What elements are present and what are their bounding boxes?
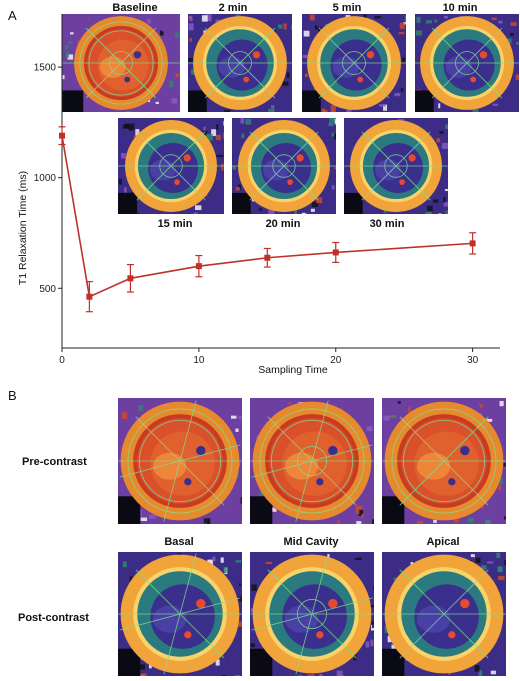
mri-5min [302, 14, 406, 112]
label-10min: 10 min [442, 2, 478, 14]
y-axis-label: T1 Relaxation Time (ms) [17, 170, 29, 286]
label-20min: 20 min [265, 218, 301, 230]
panel-a-letter: A [8, 8, 17, 23]
data-point [332, 249, 339, 256]
x-tick-label: 20 [330, 355, 342, 366]
label-30min: 30 min [369, 218, 405, 230]
label-apical: Apical [426, 536, 460, 548]
x-tick-label: 0 [59, 355, 65, 366]
mri-pre-mid [250, 398, 374, 524]
t1-relaxation-chart: 500 1000 1500 0 10 20 30 [34, 14, 500, 366]
mri-10min [415, 14, 519, 112]
label-mid-cavity: Mid Cavity [283, 536, 339, 548]
data-point [59, 132, 65, 139]
mri-post-basal [118, 552, 242, 676]
mri-pre-basal [118, 398, 242, 524]
data-point [195, 263, 202, 270]
mri-post-apical [382, 552, 506, 676]
y-tick-label: 1500 [34, 63, 57, 74]
label-5min: 5 min [332, 2, 362, 14]
mri-30min [344, 118, 448, 214]
mri-pre-apical [382, 398, 506, 524]
label-2min: 2 min [218, 2, 248, 14]
x-axis-label: Sampling Time [258, 364, 328, 376]
data-point [469, 240, 476, 247]
label-15min: 15 min [157, 218, 193, 230]
label-baseline: Baseline [112, 2, 158, 14]
mri-baseline [62, 14, 180, 112]
data-point [264, 254, 271, 261]
mri-2min [188, 14, 292, 112]
label-basal: Basal [164, 536, 194, 548]
x-tick-label: 30 [467, 355, 479, 366]
y-tick-label: 1000 [34, 173, 57, 184]
row-label-post-contrast: Post-contrast [18, 612, 89, 624]
x-tick-label: 10 [193, 355, 205, 366]
y-tick-label: 500 [39, 284, 56, 295]
panel-b-letter: B [8, 388, 17, 403]
data-point [127, 275, 134, 282]
mri-post-mid [250, 552, 374, 676]
mri-20min [232, 118, 336, 214]
row-label-pre-contrast: Pre-contrast [22, 456, 87, 468]
data-point [86, 293, 93, 300]
mri-15min [118, 118, 224, 214]
series-line [61, 135, 473, 298]
